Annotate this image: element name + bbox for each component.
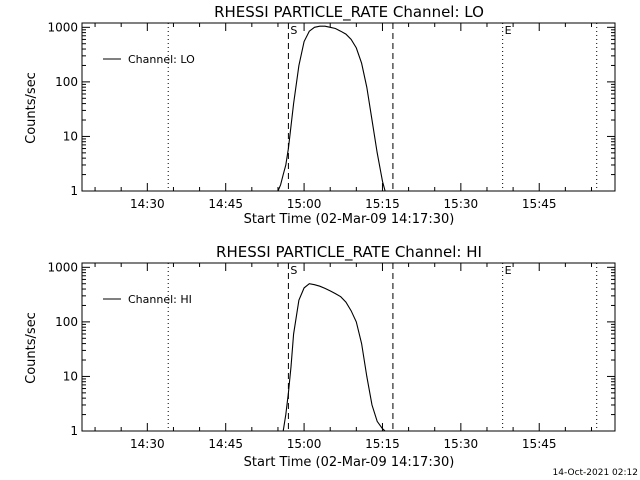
x-axis-label: Start Time (02-Mar-09 14:17:30) bbox=[244, 455, 455, 470]
y-tick-label: 1000 bbox=[47, 260, 78, 274]
x-tick-label: 15:15 bbox=[365, 197, 400, 211]
series-line bbox=[277, 25, 386, 192]
y-tick-label: 10 bbox=[63, 369, 78, 383]
chart-panel-hi: RHESSI PARTICLE_RATE Channel: HI Start T… bbox=[24, 243, 616, 470]
marker-label: E bbox=[505, 264, 512, 277]
x-axis-label: Start Time (02-Mar-09 14:17:30) bbox=[244, 212, 455, 227]
x-tick-label: 14:45 bbox=[208, 437, 243, 451]
x-tick-label: 14:30 bbox=[130, 437, 165, 451]
y-tick-label: 100 bbox=[55, 315, 78, 329]
marker-label: S bbox=[290, 264, 297, 277]
x-tick-label: 15:45 bbox=[522, 437, 557, 451]
y-tick-label: 1 bbox=[70, 424, 78, 438]
x-tick-label: 15:30 bbox=[444, 197, 479, 211]
legend-label: Channel: HI bbox=[128, 293, 192, 306]
y-axis-label: Counts/sec bbox=[24, 312, 39, 384]
x-tick-label: 14:30 bbox=[130, 197, 165, 211]
marker-label: E bbox=[505, 24, 512, 37]
x-tick-label: 15:15 bbox=[365, 437, 400, 451]
chart-panel-lo: RHESSI PARTICLE_RATE Channel: LO Start T… bbox=[24, 3, 616, 227]
chart-title: RHESSI PARTICLE_RATE Channel: HI bbox=[216, 243, 482, 262]
y-tick-label: 1 bbox=[70, 184, 78, 198]
x-tick-label: 15:00 bbox=[287, 197, 322, 211]
series-line bbox=[282, 283, 386, 432]
x-tick-label: 15:30 bbox=[444, 437, 479, 451]
y-tick-label: 10 bbox=[63, 129, 78, 143]
y-tick-label: 100 bbox=[55, 75, 78, 89]
chart-title: RHESSI PARTICLE_RATE Channel: LO bbox=[214, 3, 484, 22]
footer-timestamp: 14-Oct-2021 02:12 bbox=[553, 468, 638, 478]
y-axis-label: Counts/sec bbox=[24, 72, 39, 144]
plot-frame bbox=[81, 262, 616, 432]
plot-frame bbox=[81, 22, 616, 192]
y-tick-label: 1000 bbox=[47, 20, 78, 34]
legend-label: Channel: LO bbox=[128, 53, 195, 66]
x-tick-label: 15:45 bbox=[522, 197, 557, 211]
x-tick-label: 14:45 bbox=[208, 197, 243, 211]
marker-label: S bbox=[290, 24, 297, 37]
x-tick-label: 15:00 bbox=[287, 437, 322, 451]
